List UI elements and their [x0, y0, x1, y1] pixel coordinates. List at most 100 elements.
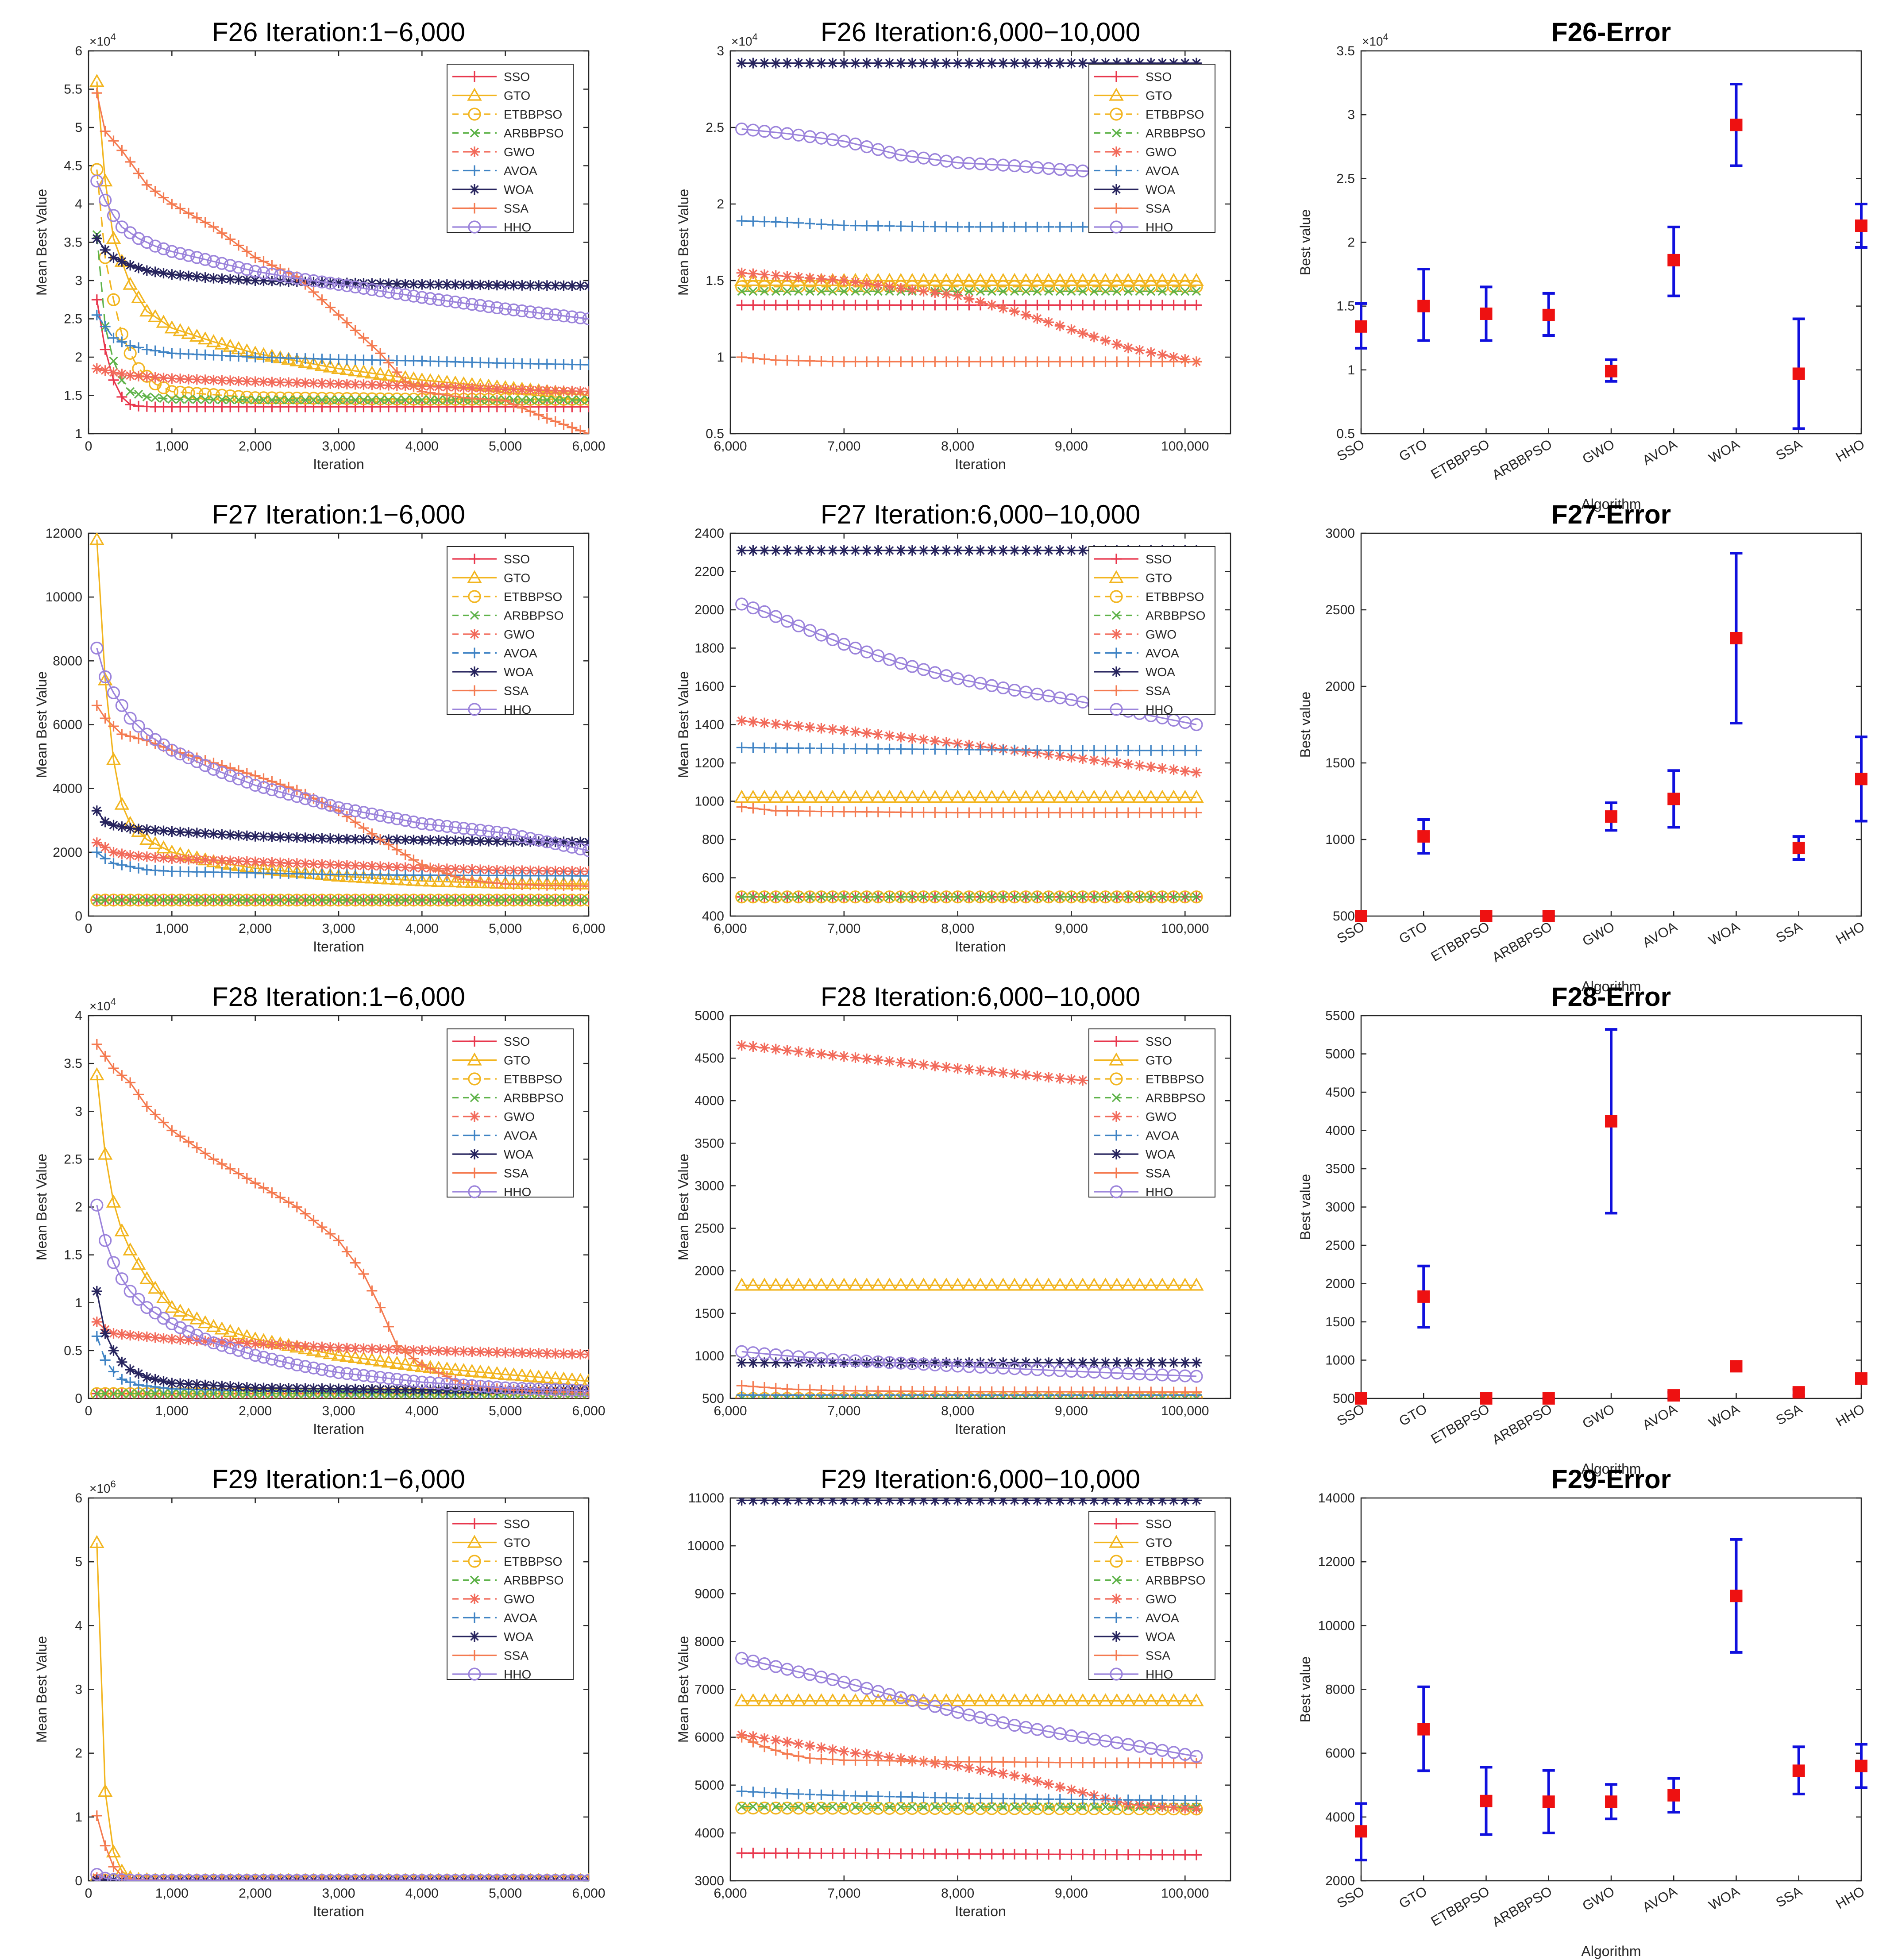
y-tick-label: 5 [75, 120, 82, 135]
data-point-ssa [417, 1359, 428, 1371]
data-point-arbbpso [999, 1802, 1008, 1812]
legend-marker-ssa [1111, 1167, 1122, 1178]
data-point-ssa [907, 1386, 918, 1397]
data-point-gto [139, 832, 154, 845]
data-point-ssa [350, 817, 361, 828]
data-point-gwo [884, 730, 895, 741]
data-point-ssa [918, 1756, 929, 1767]
data-point-gto [837, 1693, 852, 1706]
data-point-arbbpso [737, 1802, 746, 1811]
data-point-gto [97, 1783, 113, 1797]
data-point-woa [964, 1498, 975, 1506]
data-point-woa [884, 545, 895, 556]
data-point-woa [150, 1374, 161, 1385]
legend-label-hho: HHO [504, 1185, 531, 1199]
data-point-ssa [1180, 356, 1191, 367]
data-point-hho [540, 1874, 554, 1881]
data-point-woa [1020, 545, 1031, 556]
mean-marker-gto [1417, 830, 1430, 843]
data-point-ssa [1032, 356, 1043, 367]
data-point-gwo [748, 716, 759, 728]
data-point-etbbpso [165, 385, 178, 398]
data-point-ssa [930, 807, 941, 818]
data-point-gto [1030, 1693, 1045, 1706]
data-point-arbbpso [526, 395, 535, 405]
data-point-gto [1166, 273, 1181, 286]
data-point-woa [400, 1384, 411, 1395]
y-tick-label: 12000 [46, 526, 82, 541]
data-point-hho [515, 830, 529, 843]
data-point-etbbpso [399, 893, 412, 907]
data-point-gwo [391, 862, 402, 873]
data-point-sso [1111, 300, 1123, 311]
data-point-ssa [895, 1386, 907, 1397]
data-point-hho [257, 1351, 270, 1364]
data-point-arbbpso [484, 895, 494, 905]
data-point-gto [995, 273, 1011, 286]
data-point-arbbpso [184, 395, 193, 404]
data-point-ssa [759, 1741, 770, 1752]
data-point-hho [307, 1874, 320, 1881]
data-point-gwo [208, 374, 219, 385]
legend-label-arbbpso: ARBBPSO [504, 1574, 563, 1587]
data-point-ssa [918, 356, 929, 367]
data-point-hho [174, 1321, 187, 1334]
data-point-sso [827, 1848, 838, 1859]
data-point-sso [1088, 1849, 1099, 1860]
x-tick-label: ETBBPSO [1428, 1401, 1492, 1447]
data-point-gwo [998, 303, 1009, 314]
data-point-gto [331, 1348, 346, 1361]
data-point-ssa [441, 1371, 452, 1382]
data-point-ssa [125, 1077, 136, 1088]
data-point-hho [474, 299, 487, 312]
mean-marker-gwo [1605, 365, 1617, 377]
data-point-gto [927, 1278, 943, 1291]
data-point-avoa [1123, 745, 1134, 756]
data-point-gwo [283, 858, 294, 869]
data-point-gwo [533, 1348, 544, 1359]
data-point-ssa [918, 1386, 929, 1397]
data-point-woa [1054, 58, 1065, 69]
mean-marker-avoa [1667, 1789, 1680, 1802]
data-point-arbbpso [760, 287, 769, 296]
data-point-arbbpso [1169, 287, 1178, 296]
data-point-sso [1180, 300, 1191, 311]
data-point-hho [265, 1874, 278, 1881]
legend-marker-gto [467, 1535, 482, 1548]
data-point-hho [249, 265, 262, 278]
data-point-hho [424, 1376, 437, 1390]
data-point-hho [132, 720, 145, 733]
data-point-ssa [216, 227, 228, 239]
data-point-gwo [491, 1347, 502, 1358]
data-point-woa [400, 278, 411, 289]
data-point-etbbpso [407, 393, 420, 406]
data-point-gto [916, 789, 931, 803]
data-point-ssa [907, 356, 918, 367]
data-point-woa [770, 545, 781, 556]
data-point-avoa [736, 1390, 747, 1398]
chart-title: F28-Error [1551, 982, 1671, 1012]
data-point-avoa [907, 1791, 918, 1802]
data-point-sso [1077, 1849, 1088, 1860]
data-point-gwo [350, 860, 361, 871]
data-point-woa [1043, 1498, 1054, 1506]
data-point-gto [745, 273, 761, 286]
data-point-gto [1030, 789, 1045, 803]
data-point-avoa [1077, 745, 1088, 756]
data-point-ssa [400, 1347, 411, 1358]
data-point-arbbpso [1067, 1802, 1076, 1812]
data-point-gwo [583, 386, 589, 397]
data-point-woa [216, 273, 228, 284]
data-point-hho [432, 293, 445, 306]
x-axis-label: Iteration [955, 1421, 1006, 1437]
y-tick-label: 8000 [694, 1634, 724, 1649]
x-tick-label: 8,000 [941, 1886, 974, 1901]
x-tick-label: 9,000 [1055, 1404, 1088, 1418]
data-point-ssa [475, 876, 486, 887]
data-point-gto [1030, 273, 1045, 286]
chart-title: F26-Error [1551, 17, 1671, 47]
data-point-avoa [827, 743, 838, 754]
data-point-gto [1007, 273, 1022, 286]
data-point-ssa [872, 1755, 883, 1766]
data-point-gto [837, 1278, 852, 1291]
